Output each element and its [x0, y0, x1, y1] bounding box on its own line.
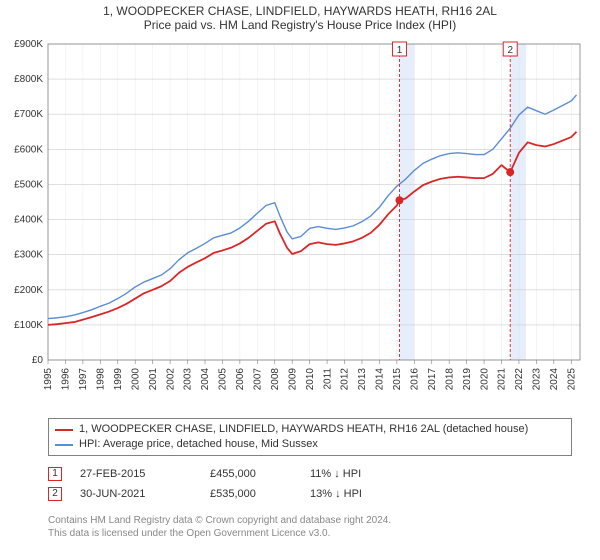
legend-item: 1, WOODPECKER CHASE, LINDFIELD, HAYWARDS…	[55, 422, 565, 437]
svg-text:2022: 2022	[514, 368, 525, 391]
chart-svg: £0 £100K £200K £300K £400K £500K £600K £700K £80…	[0, 34, 600, 412]
sale-marker-box: 2	[48, 487, 62, 501]
svg-text:2009: 2009	[287, 368, 298, 391]
legend-item: HPI: Average price, detached house, Mid …	[55, 437, 565, 452]
sale-date: 27-FEB-2015	[80, 464, 210, 484]
svg-text:2005: 2005	[218, 368, 229, 391]
footer-line-1: Contains HM Land Registry data © Crown c…	[48, 514, 572, 527]
svg-text:2021: 2021	[497, 368, 508, 391]
svg-text:2002: 2002	[165, 368, 176, 391]
svg-text:2010: 2010	[305, 368, 316, 391]
title-line-2: Price paid vs. HM Land Registry's House …	[0, 18, 600, 32]
svg-text:2: 2	[507, 45, 513, 56]
svg-text:2015: 2015	[392, 368, 403, 391]
svg-text:2025: 2025	[566, 368, 577, 391]
svg-text:2001: 2001	[148, 368, 159, 391]
svg-text:£700K: £700K	[14, 109, 43, 120]
legend-swatch	[55, 444, 73, 446]
svg-text:1997: 1997	[78, 368, 89, 391]
svg-text:£300K: £300K	[14, 250, 43, 261]
sale-row: 2 30-JUN-2021£535,00013% ↓ HPI	[48, 484, 572, 504]
legend-label: 1, WOODPECKER CHASE, LINDFIELD, HAYWARDS…	[79, 422, 528, 437]
svg-text:£600K: £600K	[14, 144, 43, 155]
svg-text:2004: 2004	[200, 368, 211, 391]
legend-label: HPI: Average price, detached house, Mid …	[79, 437, 318, 452]
svg-text:1995: 1995	[43, 368, 54, 391]
svg-text:1: 1	[397, 45, 403, 56]
sale-date: 30-JUN-2021	[80, 484, 210, 504]
svg-text:£200K: £200K	[14, 285, 43, 296]
svg-text:2016: 2016	[409, 368, 420, 391]
svg-text:2012: 2012	[340, 368, 351, 391]
svg-text:2024: 2024	[549, 368, 560, 391]
svg-text:2019: 2019	[462, 368, 473, 391]
sales-table: 1 27-FEB-2015£455,00011% ↓ HPI 2 30-JUN-202…	[48, 464, 572, 504]
svg-text:2018: 2018	[444, 368, 455, 391]
title-line-1: 1, WOODPECKER CHASE, LINDFIELD, HAYWARDS…	[0, 4, 600, 18]
svg-text:2017: 2017	[427, 368, 438, 391]
chart-title: 1, WOODPECKER CHASE, LINDFIELD, HAYWARDS…	[0, 0, 600, 34]
svg-text:2003: 2003	[183, 368, 194, 391]
svg-text:1996: 1996	[61, 368, 72, 391]
svg-text:2011: 2011	[322, 368, 333, 390]
footer-attribution: Contains HM Land Registry data © Crown c…	[48, 514, 572, 540]
svg-text:2008: 2008	[270, 368, 281, 391]
svg-text:2006: 2006	[235, 368, 246, 391]
svg-text:2013: 2013	[357, 368, 368, 391]
sale-diff: 13% ↓ HPI	[310, 484, 440, 504]
sale-row: 1 27-FEB-2015£455,00011% ↓ HPI	[48, 464, 572, 484]
sale-marker-box: 1	[48, 467, 62, 481]
sale-price: £535,000	[210, 484, 310, 504]
svg-text:2014: 2014	[375, 368, 386, 391]
sale-price: £455,000	[210, 464, 310, 484]
svg-text:£0: £0	[32, 355, 44, 366]
svg-text:1998: 1998	[96, 368, 107, 391]
svg-text:2000: 2000	[130, 368, 141, 391]
svg-text:2007: 2007	[253, 368, 264, 391]
footer-line-2: This data is licensed under the Open Gov…	[48, 527, 572, 540]
svg-text:2020: 2020	[479, 368, 490, 391]
price-chart: £0 £100K £200K £300K £400K £500K £600K £700K £80…	[0, 34, 600, 412]
sale-diff: 11% ↓ HPI	[310, 464, 440, 484]
svg-text:£400K: £400K	[14, 215, 43, 226]
svg-text:1999: 1999	[113, 368, 124, 391]
legend: 1, WOODPECKER CHASE, LINDFIELD, HAYWARDS…	[48, 418, 572, 456]
svg-text:£900K: £900K	[14, 39, 43, 50]
svg-text:£800K: £800K	[14, 74, 43, 85]
svg-text:£500K: £500K	[14, 179, 43, 190]
svg-text:2023: 2023	[532, 368, 543, 391]
svg-text:£100K: £100K	[14, 320, 43, 331]
legend-swatch	[55, 429, 73, 431]
